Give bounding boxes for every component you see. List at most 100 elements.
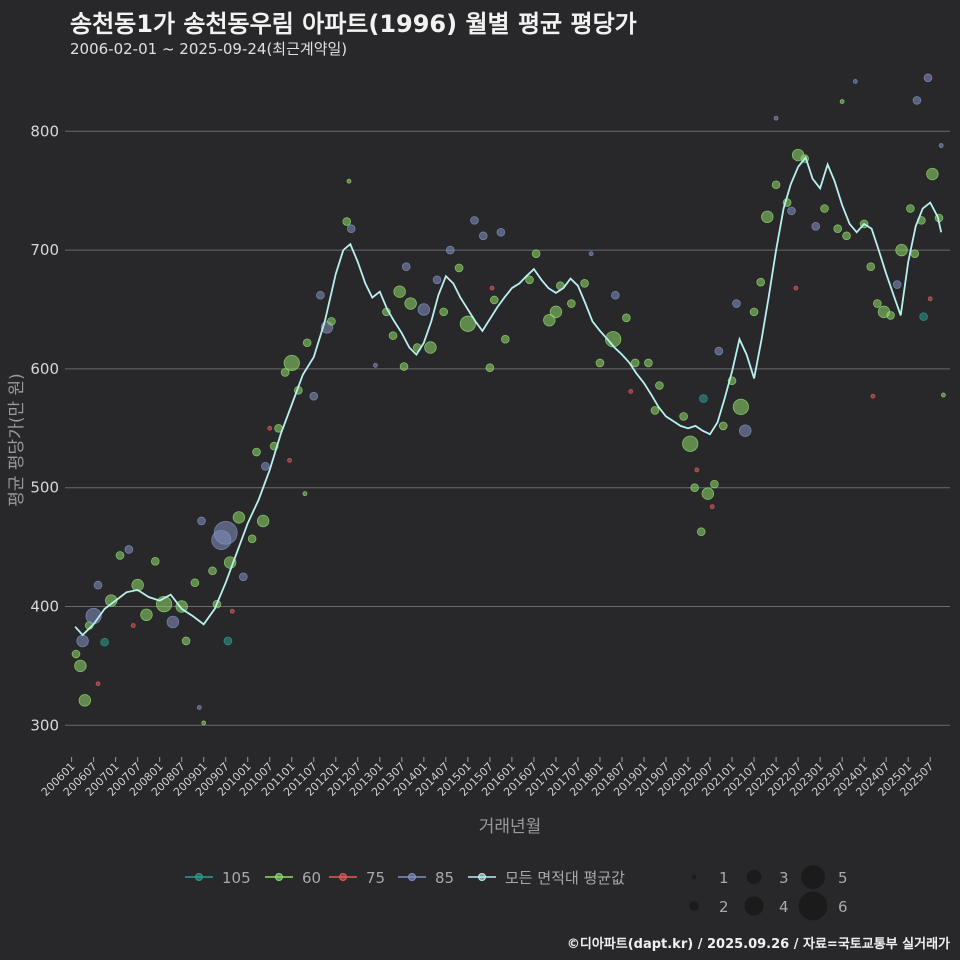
size-legend-label: 4 bbox=[779, 898, 789, 916]
legend-label: 85 bbox=[435, 869, 454, 887]
data-point bbox=[873, 299, 882, 308]
data-point bbox=[71, 649, 81, 659]
data-point bbox=[543, 313, 556, 327]
legend-marker bbox=[408, 873, 416, 881]
data-point bbox=[175, 600, 188, 613]
data-point bbox=[261, 462, 270, 471]
data-point bbox=[611, 290, 620, 300]
data-point bbox=[115, 551, 125, 560]
data-point bbox=[588, 251, 594, 257]
data-point bbox=[181, 636, 191, 646]
data-point bbox=[74, 659, 87, 673]
data-point bbox=[166, 615, 180, 629]
data-point bbox=[485, 363, 495, 373]
legend-marker bbox=[195, 873, 203, 881]
data-point bbox=[910, 249, 920, 258]
data-point bbox=[886, 311, 895, 320]
data-point bbox=[124, 545, 134, 554]
data-point bbox=[401, 262, 411, 272]
data-point bbox=[839, 99, 845, 104]
data-point bbox=[439, 307, 448, 317]
size-legend-circle bbox=[744, 896, 764, 916]
data-point bbox=[923, 73, 933, 83]
data-point bbox=[756, 277, 765, 287]
data-point bbox=[699, 394, 708, 403]
data-point bbox=[346, 178, 352, 184]
data-point bbox=[628, 389, 634, 394]
data-point bbox=[682, 435, 699, 452]
data-point bbox=[895, 243, 908, 257]
data-point bbox=[95, 681, 101, 687]
data-point bbox=[404, 297, 417, 310]
data-point bbox=[732, 398, 749, 416]
data-point bbox=[213, 520, 238, 545]
data-point bbox=[694, 467, 700, 473]
data-point bbox=[842, 231, 851, 241]
data-point bbox=[525, 275, 534, 285]
size-legend-label: 1 bbox=[719, 869, 729, 887]
data-point bbox=[445, 245, 455, 255]
data-point bbox=[630, 358, 640, 368]
size-legend-circle bbox=[801, 865, 825, 889]
y-axis-label: 평균 평당가(만 원) bbox=[7, 373, 27, 507]
data-point bbox=[650, 406, 660, 415]
data-point bbox=[761, 210, 774, 224]
legend-label: 105 bbox=[222, 869, 251, 887]
data-point bbox=[773, 115, 779, 121]
data-point bbox=[709, 504, 715, 510]
data-point bbox=[906, 204, 915, 213]
data-point bbox=[309, 391, 319, 401]
data-point bbox=[793, 285, 799, 291]
chart-title: 송천동1가 송천동우림 아파트(1996) 월별 평균 평당가 bbox=[70, 10, 637, 38]
data-point bbox=[399, 362, 409, 371]
legend-label: 모든 면적대 평균값 bbox=[505, 869, 625, 887]
data-point bbox=[811, 222, 821, 231]
data-point bbox=[150, 557, 160, 566]
data-point bbox=[478, 231, 488, 241]
data-point bbox=[820, 204, 829, 213]
data-point bbox=[223, 636, 233, 646]
data-point bbox=[718, 421, 728, 431]
data-point bbox=[696, 527, 706, 536]
data-point bbox=[302, 491, 308, 497]
data-point bbox=[496, 227, 506, 237]
size-legend: 1 2 3 4 5 6 bbox=[689, 865, 848, 921]
scatter-points bbox=[71, 73, 946, 726]
data-point bbox=[927, 296, 933, 302]
data-point bbox=[100, 637, 109, 647]
data-point bbox=[912, 96, 922, 105]
source-caption: ©디아파트(dapt.kr) / 2025.09.26 / 자료=국토교통부 실… bbox=[566, 937, 950, 952]
data-point bbox=[388, 331, 398, 340]
data-point bbox=[201, 720, 207, 726]
x-axis-label: 거래년월 bbox=[479, 817, 542, 837]
data-point bbox=[892, 280, 902, 289]
size-legend-label: 5 bbox=[838, 869, 848, 887]
data-point bbox=[567, 299, 576, 308]
y-axis-ticks: 300 400 500 600 700 800 bbox=[30, 122, 59, 734]
data-point bbox=[655, 381, 664, 390]
data-point bbox=[316, 290, 325, 300]
data-point bbox=[239, 572, 248, 582]
data-point bbox=[287, 457, 292, 463]
legend-label: 75 bbox=[366, 869, 385, 887]
average-line bbox=[74, 155, 943, 637]
data-point bbox=[78, 694, 92, 707]
data-point bbox=[622, 313, 631, 323]
data-point bbox=[346, 224, 356, 234]
data-point bbox=[870, 393, 876, 399]
data-point bbox=[130, 623, 136, 628]
average-line-layer bbox=[74, 155, 943, 637]
data-point bbox=[470, 216, 479, 225]
data-point bbox=[252, 447, 261, 457]
data-point bbox=[852, 78, 858, 84]
data-point bbox=[732, 299, 741, 308]
size-legend-circle bbox=[691, 874, 697, 880]
data-point bbox=[714, 346, 724, 356]
data-point bbox=[232, 511, 246, 524]
legend-label: 60 bbox=[302, 869, 321, 887]
data-point bbox=[866, 262, 876, 272]
data-point bbox=[256, 514, 270, 528]
data-point bbox=[327, 317, 336, 326]
size-legend-label: 3 bbox=[779, 869, 789, 887]
